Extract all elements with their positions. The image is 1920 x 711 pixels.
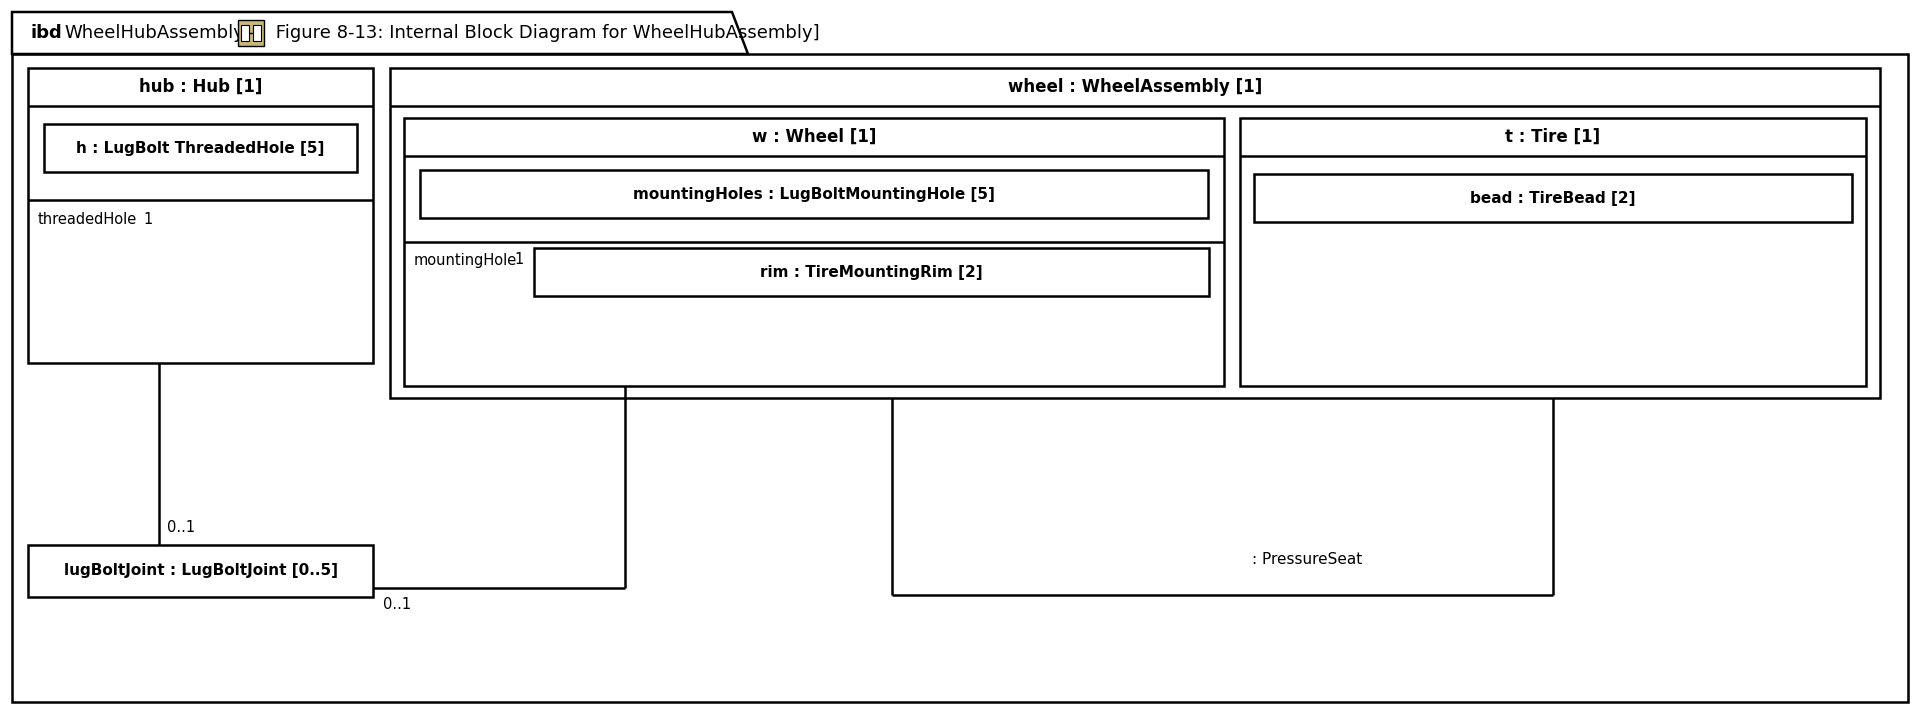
Text: 1: 1 <box>515 252 524 267</box>
Text: WheelHubAssembly[: WheelHubAssembly[ <box>63 24 252 42</box>
Text: 0..1: 0..1 <box>167 520 196 535</box>
Text: t : Tire [1]: t : Tire [1] <box>1505 128 1601 146</box>
Polygon shape <box>12 12 749 54</box>
Text: w : Wheel [1]: w : Wheel [1] <box>753 128 876 146</box>
Text: lugBoltJoint : LugBoltJoint [0..5]: lugBoltJoint : LugBoltJoint [0..5] <box>63 564 338 579</box>
Bar <box>1240 118 1866 386</box>
Text: hub : Hub [1]: hub : Hub [1] <box>138 78 263 96</box>
Bar <box>420 170 1208 218</box>
Bar <box>253 25 261 41</box>
Text: mountingHole: mountingHole <box>415 252 516 267</box>
Text: : PressureSeat: : PressureSeat <box>1252 552 1363 567</box>
Text: ibd: ibd <box>31 24 61 42</box>
Text: 1: 1 <box>142 211 152 227</box>
Bar <box>29 68 372 363</box>
Bar <box>29 545 372 597</box>
Text: rim : TireMountingRim [2]: rim : TireMountingRim [2] <box>760 264 983 279</box>
Text: bead : TireBead [2]: bead : TireBead [2] <box>1471 191 1636 205</box>
Bar <box>1254 174 1853 222</box>
Text: mountingHoles : LugBoltMountingHole [5]: mountingHoles : LugBoltMountingHole [5] <box>634 186 995 201</box>
Text: h : LugBolt ThreadedHole [5]: h : LugBolt ThreadedHole [5] <box>77 141 324 156</box>
Bar <box>238 20 265 46</box>
Text: wheel : WheelAssembly [1]: wheel : WheelAssembly [1] <box>1008 78 1261 96</box>
Text: threadedHole: threadedHole <box>38 211 136 227</box>
Text: 0..1: 0..1 <box>382 597 411 612</box>
Bar <box>44 124 357 172</box>
Bar <box>390 68 1880 398</box>
Text: Figure 8-13: Internal Block Diagram for WheelHubAssembly]: Figure 8-13: Internal Block Diagram for … <box>271 24 820 42</box>
Bar <box>534 248 1210 296</box>
Bar <box>403 118 1225 386</box>
Bar <box>242 25 250 41</box>
